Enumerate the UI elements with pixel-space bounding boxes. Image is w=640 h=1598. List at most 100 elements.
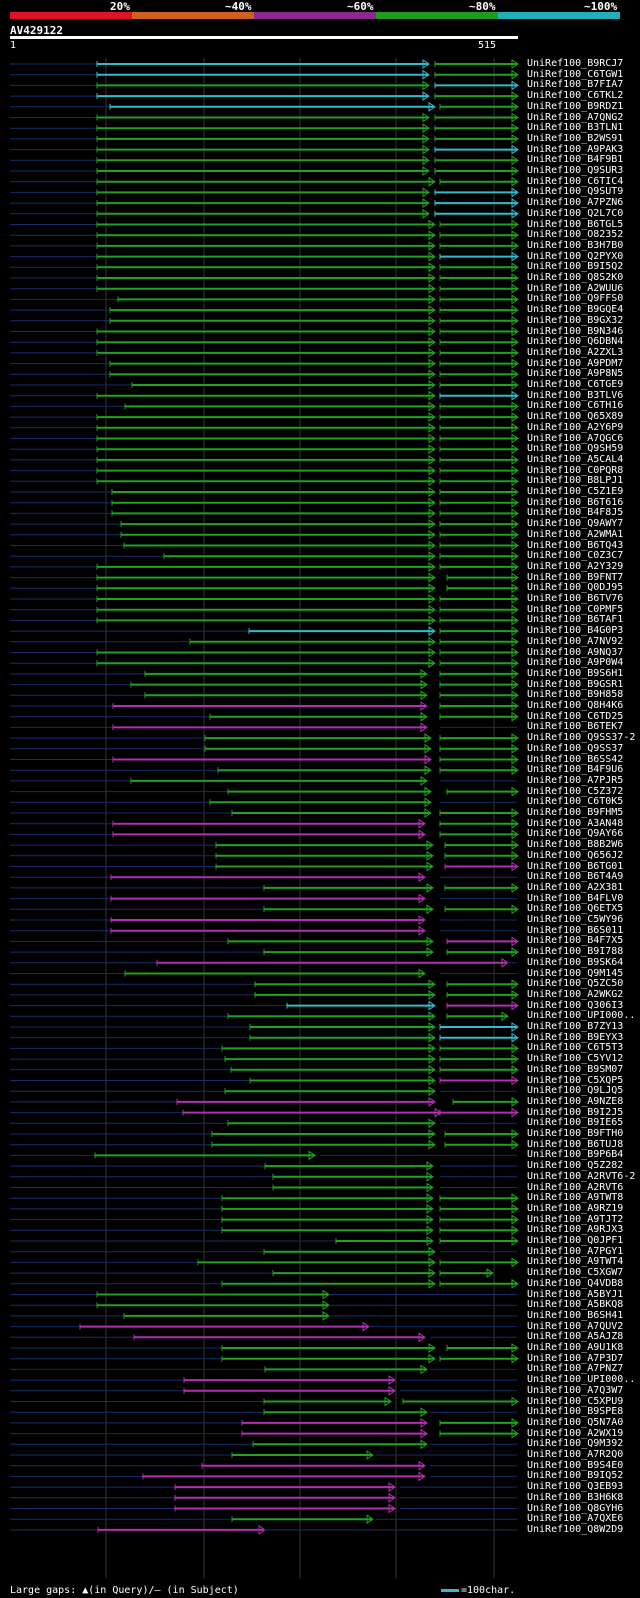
hit-label[interactable]: UniRef100_B9N346 [527, 325, 624, 337]
hit-label[interactable]: UniRef100_A7P3D7 [527, 1352, 624, 1364]
hit-label[interactable]: UniRef100_Q0DJ95 [527, 582, 624, 594]
hit-label[interactable]: UniRef100_B9SM07 [527, 1063, 624, 1075]
hit-label[interactable]: UniRef100_B4FLV0 [527, 892, 624, 904]
hit-label[interactable]: UniRef100_Q9M145 [527, 967, 624, 979]
hit-label[interactable]: UniRef100_B6SH41 [527, 1309, 624, 1321]
hit-label[interactable]: UniRef100_A2WKG2 [527, 988, 624, 1000]
hit-label[interactable]: UniRef100_UPI000.. [527, 1010, 636, 1022]
hit-label[interactable]: UniRef100_A5BKQ8 [527, 1299, 624, 1311]
hit-label[interactable]: UniRef100_Q6DBN4 [527, 336, 624, 348]
hit-label[interactable]: UniRef100_B9I5Q2 [527, 261, 624, 273]
hit-label[interactable]: UniRef100_Q9FFS0 [527, 293, 624, 305]
hit-label[interactable]: UniRef100_A9U1K8 [527, 1342, 624, 1353]
hit-label[interactable]: UniRef100_A5CAL4 [527, 453, 624, 465]
hit-label[interactable]: UniRef100_B6S011 [527, 924, 624, 936]
hit-label[interactable]: UniRef100_B9GSR1 [527, 678, 624, 690]
hit-label[interactable]: UniRef100_A7QGC6 [527, 432, 624, 444]
hit-label[interactable]: UniRef100_A9PAK3 [527, 143, 624, 155]
hit-label[interactable]: UniRef100_B9S6H1 [527, 667, 624, 679]
hit-label[interactable]: UniRef100_B6TGL5 [527, 218, 624, 230]
hit-label[interactable]: UniRef100_Q8GYH6 [527, 1502, 624, 1514]
hit-label[interactable]: UniRef100_Q9SUT9 [527, 186, 624, 198]
hit-label[interactable]: UniRef100_Q4VDB8 [527, 1277, 624, 1289]
hit-label[interactable]: UniRef100_A2X381 [527, 881, 624, 893]
hit-label[interactable]: UniRef100_A7QUV2 [527, 1320, 624, 1332]
hit-label[interactable]: UniRef100_A7PGY1 [527, 1245, 624, 1257]
hit-label[interactable]: UniRef100_Q9LJQ5 [527, 1085, 624, 1097]
hit-label[interactable]: UniRef100_A2Y6P9 [527, 421, 624, 433]
hit-label[interactable]: UniRef100_B9IE65 [527, 1117, 624, 1129]
hit-label[interactable]: UniRef100_Q5ZC50 [527, 978, 624, 990]
hit-label[interactable]: UniRef100_Q9AY66 [527, 828, 624, 840]
hit-label[interactable]: UniRef100_A2ZXL3 [527, 346, 624, 358]
hit-label[interactable]: UniRef100_A9NQ37 [527, 646, 624, 658]
hit-label[interactable]: UniRef100_B9GX32 [527, 314, 624, 326]
hit-label[interactable]: UniRef100_A7PNZ7 [527, 1363, 624, 1375]
hit-label[interactable]: UniRef100_B9FTH0 [527, 1128, 624, 1139]
hit-label[interactable]: UniRef100_A9P8N5 [527, 368, 624, 380]
hit-label[interactable]: UniRef100_A2RVT6 [527, 1181, 624, 1193]
hit-label[interactable]: UniRef100_B3H7B0 [527, 239, 624, 251]
hit-label[interactable]: UniRef100_C5Z372 [527, 785, 624, 797]
hit-label[interactable]: UniRef100_Q0JPF1 [527, 1235, 624, 1246]
hit-label[interactable]: UniRef100_Q3EB93 [527, 1481, 624, 1493]
hit-label[interactable]: UniRef100_B9I2J5 [527, 1106, 624, 1118]
hit-label[interactable]: UniRef100_B6SS42 [527, 753, 624, 765]
hit-label[interactable]: UniRef100_B4F8J5 [527, 507, 624, 519]
hit-label[interactable]: UniRef100_B6T4A9 [527, 871, 624, 883]
hit-label[interactable]: UniRef100_A3AN48 [527, 817, 624, 829]
hit-label[interactable]: UniRef100_Q306I3 [527, 999, 624, 1011]
hit-label[interactable]: UniRef100_B9GQE4 [527, 304, 624, 316]
hit-label[interactable]: UniRef100_B9EYX3 [527, 1031, 624, 1043]
hit-label[interactable]: UniRef100_Q5N7A0 [527, 1416, 624, 1428]
hit-label[interactable]: UniRef100_A2WUU6 [527, 282, 624, 294]
hit-label[interactable]: UniRef100_A7QXE6 [527, 1513, 624, 1525]
hit-label[interactable]: UniRef100_Q2L7C0 [527, 207, 624, 219]
hit-label[interactable]: UniRef100_A7Q3W7 [527, 1384, 624, 1396]
hit-label[interactable]: UniRef100_C6T5T3 [527, 1042, 624, 1054]
hit-label[interactable]: UniRef100_B9H858 [527, 689, 624, 701]
hit-label[interactable]: UniRef100_B9FHM5 [527, 807, 624, 818]
hit-label[interactable]: UniRef100_Q5Z282 [527, 1160, 624, 1172]
hit-label[interactable]: UniRef100_C6TD25 [527, 710, 624, 722]
hit-label[interactable]: UniRef100_A9PDM7 [527, 357, 624, 369]
hit-label[interactable]: UniRef100_C5Z1E9 [527, 486, 624, 497]
hit-label[interactable]: UniRef100_B8B2W6 [527, 839, 624, 851]
hit-label[interactable]: UniRef100_A9RZ19 [527, 1202, 624, 1214]
hit-label[interactable]: UniRef100_C5XQP5 [527, 1074, 624, 1086]
hit-label[interactable]: UniRef100_C0PQR8 [527, 464, 624, 476]
hit-label[interactable]: UniRef100_A7PZN6 [527, 197, 624, 209]
hit-label[interactable]: UniRef100_C6TIC4 [527, 175, 624, 187]
hit-label[interactable]: UniRef100_A9TJT2 [527, 1213, 624, 1225]
hit-label[interactable]: UniRef100_B9IQ52 [527, 1470, 624, 1482]
hit-label[interactable]: UniRef100_A9NZE8 [527, 1095, 624, 1107]
hit-label[interactable]: UniRef100_B9SPE8 [527, 1406, 624, 1418]
hit-label[interactable]: UniRef100_A9P0W4 [527, 657, 624, 669]
hit-label[interactable]: UniRef100_C6TGW1 [527, 68, 624, 80]
hit-label[interactable]: UniRef100_B6TQ43 [527, 539, 624, 551]
hit-label[interactable]: UniRef100_B6TG01 [527, 860, 624, 872]
hit-label[interactable]: UniRef100_A2RVT6-2 [527, 1170, 636, 1182]
hit-label[interactable]: UniRef100_A7PJR5 [527, 774, 624, 786]
hit-label[interactable]: UniRef100_A7R2Q0 [527, 1449, 624, 1460]
hit-label[interactable]: UniRef100_B9FNT7 [527, 571, 624, 583]
hit-label[interactable]: UniRef100_C0Z3C7 [527, 550, 624, 562]
hit-label[interactable]: UniRef100_A9RJX3 [527, 1224, 624, 1236]
hit-label[interactable]: UniRef100_B9S4E0 [527, 1459, 624, 1471]
hit-label[interactable]: UniRef100_C5XGW7 [527, 1267, 624, 1279]
hit-label[interactable]: UniRef100_Q9SUR3 [527, 165, 624, 176]
hit-label[interactable]: UniRef100_Q8H4K6 [527, 700, 624, 711]
hit-label[interactable]: UniRef100_Q8S2K0 [527, 272, 624, 283]
hit-label[interactable]: UniRef100_A2Y329 [527, 560, 624, 572]
hit-label[interactable]: UniRef100_Q8W2D9 [527, 1523, 624, 1535]
hit-label[interactable]: UniRef100_Q9M392 [527, 1438, 624, 1450]
hit-label[interactable]: UniRef100_C6TKL2 [527, 90, 624, 102]
hit-label[interactable]: UniRef100_B7FIA7 [527, 79, 624, 91]
hit-label[interactable]: UniRef100_B9I788 [527, 946, 624, 958]
hit-label[interactable]: UniRef100_B9RDZ1 [527, 100, 624, 112]
hit-label[interactable]: UniRef100_B7ZY13 [527, 1021, 624, 1032]
hit-label[interactable]: UniRef100_A2WX19 [527, 1427, 624, 1439]
hit-label[interactable]: UniRef100_C6T0K5 [527, 796, 624, 808]
hit-label[interactable]: UniRef100_B6TEK7 [527, 721, 624, 733]
hit-label[interactable]: UniRef100_B4F7X5 [527, 935, 624, 947]
